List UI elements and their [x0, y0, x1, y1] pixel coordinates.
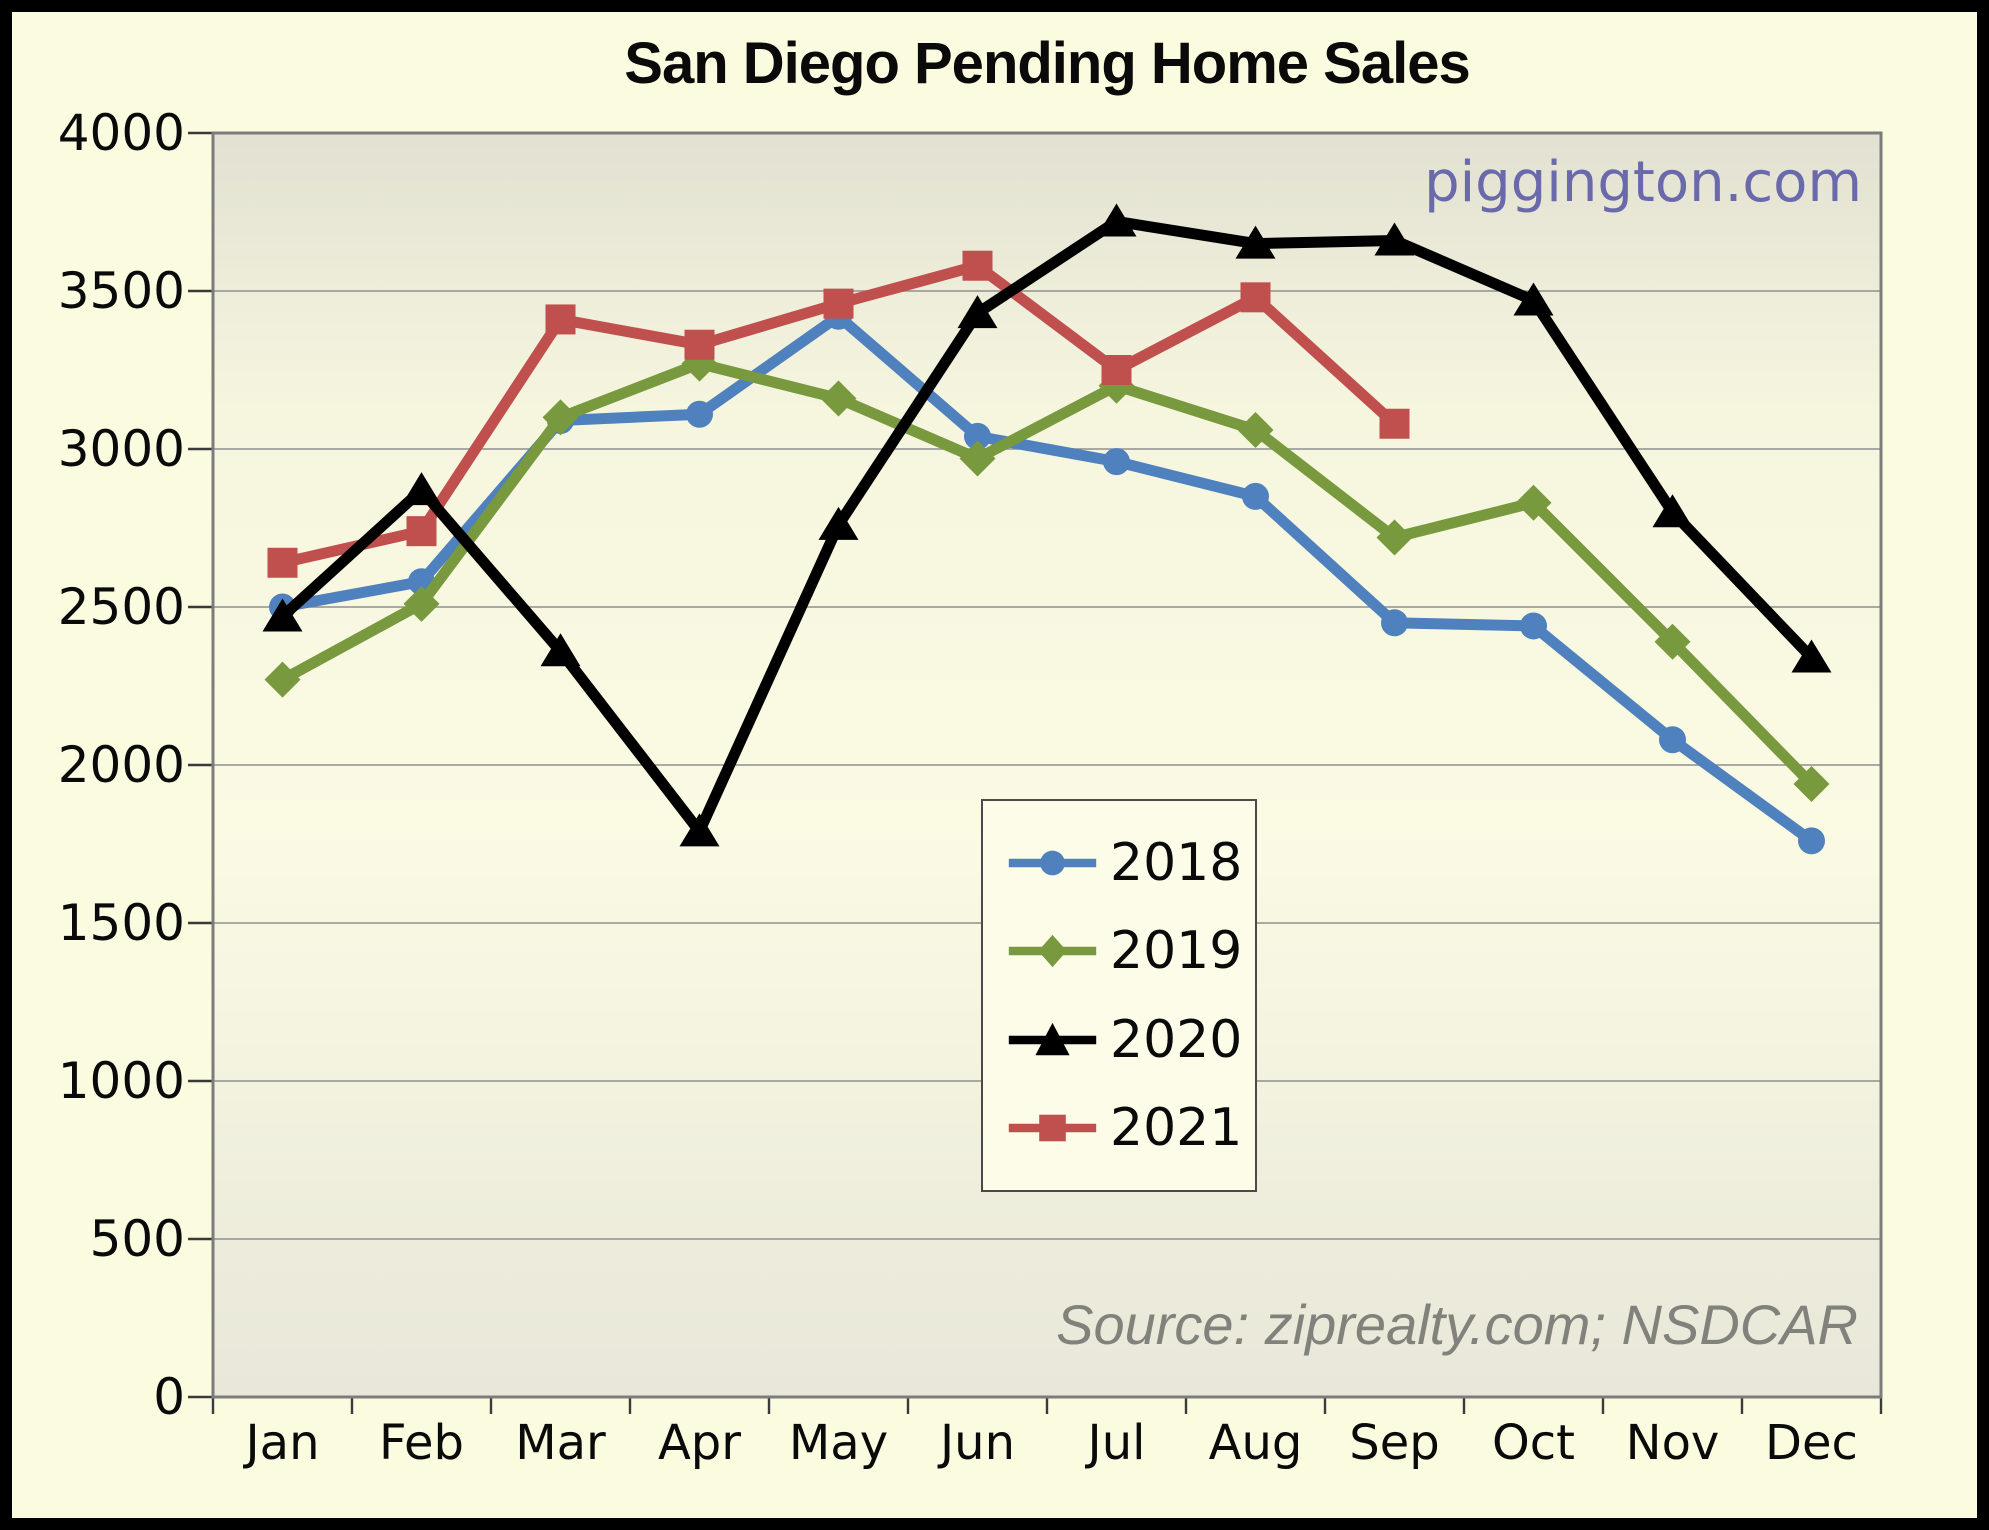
x-tick-label: Jul	[1087, 1415, 1146, 1471]
legend-marker-triangle-icon	[1008, 1022, 1097, 1055]
legend-item-2021: 2021	[1005, 1102, 1255, 1154]
x-tick-label: Jun	[940, 1415, 1015, 1471]
axis-ticks	[188, 131, 1883, 1414]
source-note: Source: ziprealty.com; NSDCAR	[1056, 1293, 1858, 1356]
plot-frame	[211, 131, 1883, 1399]
y-tick-label: 1500	[57, 894, 185, 952]
series-2020	[262, 203, 1832, 847]
watermark-text: piggington.com	[1424, 150, 1862, 215]
x-tick-label: Jan	[245, 1415, 320, 1471]
legend-marker-diamond-icon	[1008, 935, 1097, 968]
x-tick-label: Apr	[657, 1415, 742, 1471]
x-tick-label: Dec	[1765, 1415, 1858, 1471]
y-tick-label: 3000	[57, 420, 185, 478]
x-tick-label: Aug	[1208, 1415, 1303, 1471]
legend-item-2018: 2018	[1005, 837, 1255, 889]
legend-item-2020: 2020	[1005, 1014, 1255, 1066]
y-tick-label: 1000	[57, 1052, 185, 1110]
legend-label: 2021	[1110, 1097, 1243, 1158]
legend-marker-circle-icon	[1008, 850, 1097, 876]
legend-marker-square-icon	[1008, 1114, 1097, 1142]
x-tick-label: Sep	[1349, 1415, 1440, 1471]
x-tick-label: May	[788, 1415, 889, 1471]
series-2021	[267, 250, 1410, 578]
x-tick-label: Mar	[515, 1415, 606, 1471]
x-tick-label: Oct	[1492, 1415, 1575, 1471]
y-tick-label: 0	[153, 1368, 185, 1426]
legend-label: 2018	[1110, 833, 1243, 894]
y-tick-label: 2500	[57, 578, 185, 636]
series-2019	[264, 345, 1830, 802]
legend-label: 2019	[1110, 921, 1243, 982]
y-tick-label: 2000	[57, 736, 185, 794]
legend-label: 2020	[1110, 1009, 1243, 1070]
page-title: San Diego Pending Home Sales	[624, 31, 1470, 96]
x-axis-labels: Jan Feb Mar Apr May Jun Jul Aug Sep Oct …	[213, 1412, 1881, 1474]
legend-item-2019: 2019	[1005, 925, 1255, 977]
y-tick-label: 500	[89, 1210, 185, 1268]
x-tick-label: Feb	[379, 1415, 464, 1471]
y-tick-label: 3500	[57, 262, 185, 320]
y-tick-label: 4000	[57, 104, 185, 162]
x-tick-label: Nov	[1625, 1415, 1720, 1471]
legend: 2018 2019 2020 2021	[981, 799, 1257, 1192]
